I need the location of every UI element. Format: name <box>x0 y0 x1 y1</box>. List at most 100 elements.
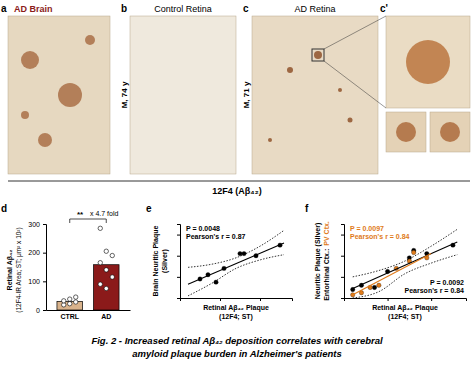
panel-letter: d <box>1 203 7 214</box>
tick-mark <box>180 298 181 301</box>
axis-line <box>47 310 131 311</box>
data-point <box>238 251 242 255</box>
panel-title: Control Retina <box>154 4 212 14</box>
data-point <box>242 251 246 255</box>
stain-deposits <box>21 16 470 152</box>
tick-mark <box>260 298 261 301</box>
tick-mark <box>43 281 46 282</box>
tick <box>177 235 180 236</box>
tick-label: 200 <box>28 249 40 256</box>
data-point <box>104 268 108 272</box>
tick-label: CTRL <box>60 313 79 320</box>
axis-line <box>177 225 181 299</box>
data-point <box>98 282 102 286</box>
panel-title: AD Brain <box>14 4 53 14</box>
image-panels: aAD BrainbControl RetinaM, 74 ycAD Retin… <box>1 3 470 174</box>
tick <box>388 298 389 301</box>
tick-mark <box>388 298 389 301</box>
tick-mark <box>43 310 46 311</box>
axis-line <box>341 225 345 299</box>
tick-mark <box>341 235 344 236</box>
bar <box>93 265 119 310</box>
data-point <box>104 249 108 253</box>
panel-letter: a <box>1 3 7 14</box>
stain-deposit <box>268 138 272 142</box>
y-axis-title: Brain Neuritic Plaque <box>152 225 160 296</box>
tick <box>341 256 344 257</box>
annotation: x 4.7 fold <box>90 210 119 217</box>
data-point <box>377 283 381 287</box>
y-axis <box>177 225 181 299</box>
tick <box>341 235 344 236</box>
tick <box>341 298 344 299</box>
side-label: M, 74 y <box>120 81 129 108</box>
annotation: P = 0.0092 <box>430 279 464 286</box>
panel-title: AD Retina <box>294 4 335 14</box>
caption: Fig. 2 - Increased retinal Aβ₄₂ depositi… <box>91 335 383 346</box>
zoom-box <box>312 49 324 61</box>
tick: 300 <box>28 221 46 228</box>
stain-deposit <box>396 122 416 142</box>
significance-bracket <box>70 219 107 223</box>
y-axis-title: Retinal Aβ₄₂ <box>6 250 14 291</box>
stain-label: 12F4 (Aβ₄₂) <box>212 186 261 196</box>
tick-mark <box>431 298 432 301</box>
axis-line <box>345 299 467 302</box>
plot-marks <box>188 230 284 296</box>
micrograph <box>8 16 110 174</box>
tick <box>260 298 261 301</box>
bar <box>57 301 83 310</box>
tick <box>180 298 181 301</box>
tick: 0 <box>36 307 46 314</box>
annotation: Pearson's r = 0.84 <box>405 287 465 294</box>
tick: AD <box>101 313 111 320</box>
tick <box>344 298 345 301</box>
y-axis-title: Entorhinal Ctx.: PV Ctx. <box>323 221 330 301</box>
x-axis-title: Retinal Aβ₄₂ Plaque <box>203 304 269 312</box>
panel-letter: c <box>243 3 249 14</box>
tick-mark <box>341 256 344 257</box>
x-axis <box>181 298 293 301</box>
tick: CTRL <box>60 313 79 320</box>
data-point <box>74 300 78 304</box>
stain-deposit <box>38 133 52 147</box>
tick-mark <box>177 235 180 236</box>
tick-label: 300 <box>28 221 40 228</box>
y-axis: 0 100 200 300 <box>28 221 46 314</box>
stain-rule <box>8 181 470 182</box>
zoom-line <box>324 61 386 108</box>
side-label: M, 71 y <box>242 81 251 108</box>
x-axis-title: (12F4; ST) <box>388 313 422 321</box>
stain-deposit <box>440 122 460 142</box>
tick-label: AD <box>101 313 111 320</box>
tick-mark <box>43 253 46 254</box>
stain-deposit <box>58 83 82 107</box>
tick-mark <box>341 298 344 299</box>
tick-mark <box>177 256 180 257</box>
tick-label: 100 <box>28 278 40 285</box>
x-axis-title: Retinal Aβ₄₂ Plaque <box>372 304 438 312</box>
panel-letter: f <box>305 203 309 214</box>
y-axis-title-part: Neuritic Plaque (Silver) <box>314 223 322 300</box>
data-point <box>98 226 102 230</box>
annotation: Pearson's r = 0.84 <box>350 233 410 240</box>
fit-line <box>188 243 284 284</box>
y-axis-title: Neuritic Plaque (Silver) <box>314 223 322 300</box>
tick-label: 0 <box>36 307 40 314</box>
tick-mark <box>220 298 221 301</box>
y-axis-title-part: Entorhinal Ctx.: <box>323 249 330 301</box>
tick <box>177 298 180 299</box>
plot-marks <box>57 226 119 310</box>
micrograph <box>130 16 236 174</box>
annotation: Pearson's r = 0.87 <box>186 233 246 240</box>
y-axis-title-part: PV Ctx. <box>323 221 330 246</box>
confidence-band <box>188 255 284 296</box>
figure: aAD BrainbControl RetinaM, 74 ycAD Retin… <box>0 0 474 368</box>
stain-deposit <box>348 118 353 123</box>
x-axis <box>345 298 467 301</box>
chart-d: d0100200300CTRLADRetinal Aβ₄₂(12F4-IR Ar… <box>1 203 131 320</box>
y-axis-title-part: (Silver) <box>161 249 169 273</box>
caption: amyloid plaque burden in Alzheimer's pat… <box>132 348 341 359</box>
data-point <box>372 285 376 289</box>
image-panel: bControl RetinaM, 74 y <box>120 3 236 174</box>
